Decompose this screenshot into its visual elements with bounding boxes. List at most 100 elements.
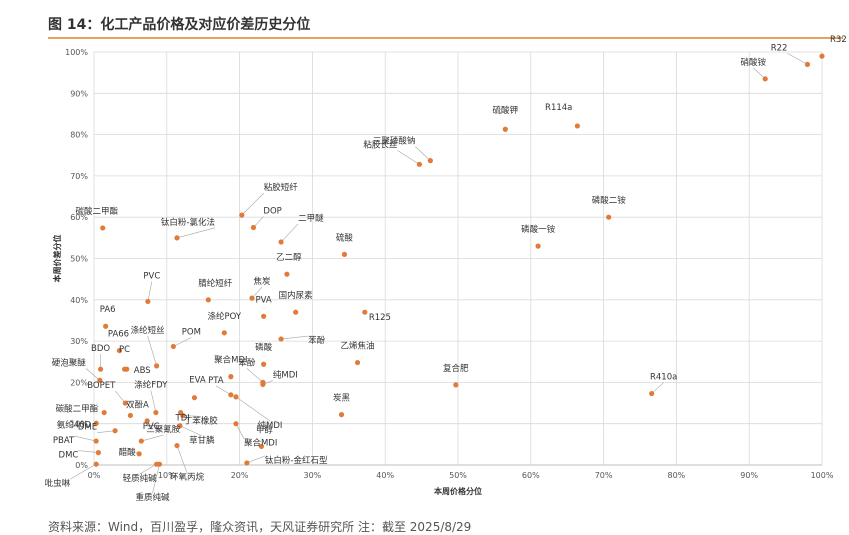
leader-line bbox=[78, 450, 99, 453]
data-point bbox=[177, 423, 183, 429]
point-label: 磷酸二铵 bbox=[592, 195, 627, 206]
data-point bbox=[93, 461, 99, 467]
data-point bbox=[260, 379, 266, 385]
data-point bbox=[228, 374, 234, 380]
leader-line bbox=[179, 425, 203, 437]
point-label: PA66 bbox=[108, 330, 129, 340]
data-point bbox=[502, 126, 508, 132]
point-label: R32 bbox=[830, 35, 847, 45]
leader-line bbox=[787, 53, 808, 65]
point-label: 甲醇 bbox=[256, 424, 274, 435]
y-tick-label: 90% bbox=[70, 89, 88, 98]
x-tick-label: 80% bbox=[668, 471, 686, 480]
point-label: 轻质纯碱 bbox=[123, 473, 158, 484]
x-tick-label: 90% bbox=[740, 471, 758, 480]
data-point bbox=[249, 295, 255, 301]
data-point bbox=[144, 418, 150, 424]
title-underline bbox=[48, 37, 843, 39]
leader-line bbox=[147, 335, 157, 366]
point-label: 纯MDI bbox=[273, 369, 298, 380]
point-label: 环氧丙烷 bbox=[170, 472, 205, 483]
data-point bbox=[649, 390, 655, 397]
leader-line bbox=[70, 463, 97, 480]
point-label: PA6 bbox=[100, 305, 116, 315]
data-point bbox=[362, 309, 368, 315]
leader-line bbox=[176, 445, 188, 473]
point-label: 醋酸 bbox=[119, 447, 137, 458]
point-label: 涤纶POY bbox=[208, 311, 242, 322]
point-label: 二甲醚 bbox=[298, 213, 324, 224]
data-point bbox=[100, 225, 106, 231]
data-point bbox=[278, 336, 284, 342]
data-point bbox=[154, 363, 160, 369]
data-point bbox=[145, 298, 151, 305]
point-label: R125 bbox=[369, 313, 391, 323]
data-point bbox=[205, 297, 211, 303]
y-tick-label: 30% bbox=[70, 337, 88, 346]
data-point bbox=[97, 377, 103, 383]
point-label: 苯酚 bbox=[308, 335, 326, 346]
data-point bbox=[170, 343, 176, 350]
point-label: 聚合MDI bbox=[244, 438, 277, 449]
data-point bbox=[180, 412, 186, 419]
point-label: EVA bbox=[189, 376, 206, 386]
leader-line bbox=[397, 150, 420, 165]
point-label: 三聚磷酸钠 bbox=[373, 136, 416, 147]
point-label: 丁苯橡胶 bbox=[184, 415, 219, 426]
point-label: PVC bbox=[143, 271, 160, 281]
data-point bbox=[174, 235, 180, 241]
leader-line bbox=[753, 67, 766, 80]
point-label: PTA bbox=[208, 376, 224, 386]
x-tick-label: 60% bbox=[522, 471, 540, 480]
x-tick-label: 50% bbox=[449, 471, 467, 480]
leader-line bbox=[280, 223, 299, 243]
leader-line bbox=[147, 281, 153, 302]
x-tick-label: 40% bbox=[376, 471, 394, 480]
x-axis-title: 本周价格分位 bbox=[433, 486, 482, 496]
figure-title: 图 14：化工产品价格及对应价差历史分位 bbox=[48, 17, 311, 33]
data-point bbox=[153, 409, 159, 416]
leader-line bbox=[246, 368, 264, 383]
leader-line bbox=[176, 227, 216, 239]
y-tick-label: 70% bbox=[70, 172, 88, 181]
leader-line bbox=[139, 463, 157, 475]
x-tick-label: 30% bbox=[304, 471, 322, 480]
y-tick-label: 100% bbox=[65, 48, 88, 57]
point-label: R22 bbox=[771, 43, 788, 53]
point-label: TDI bbox=[175, 414, 190, 424]
point-label: 复合肥 bbox=[443, 363, 469, 374]
point-label: 腈纶短纤 bbox=[198, 278, 233, 289]
point-label: 硫酸 bbox=[336, 232, 354, 243]
leader-line bbox=[152, 464, 160, 494]
data-point bbox=[122, 400, 128, 406]
point-label: 乙烯焦油 bbox=[341, 341, 375, 352]
data-point bbox=[261, 313, 267, 319]
x-tick-label: 0% bbox=[88, 471, 101, 480]
leader-line bbox=[241, 192, 264, 216]
data-point bbox=[101, 409, 107, 416]
point-label: 纯MDI bbox=[258, 420, 283, 431]
point-label: 钛白粉-金红石型 bbox=[265, 455, 328, 466]
point-label: 钛白粉-氯化法 bbox=[161, 217, 215, 228]
point-label: 双酚A bbox=[126, 400, 149, 410]
y-tick-label: 0% bbox=[75, 461, 88, 470]
leader-line bbox=[246, 455, 265, 464]
y-tick-label: 50% bbox=[70, 255, 88, 264]
point-label: 碳酸二甲酯 bbox=[75, 206, 118, 217]
data-point bbox=[136, 451, 142, 457]
data-point bbox=[103, 323, 109, 329]
data-point bbox=[341, 251, 348, 257]
data-point bbox=[221, 330, 227, 336]
point-label: 粘胶短纤 bbox=[264, 182, 299, 193]
leader-line bbox=[85, 368, 101, 381]
source-note: 资料来源：Wind，百川盈孚，隆众资讯，天风证券研究所 注：截至 2025/8/… bbox=[48, 520, 472, 534]
point-label: PVA bbox=[256, 295, 272, 305]
point-label: 吡虫啉 bbox=[45, 478, 71, 489]
point-label: 硝酸铵 bbox=[740, 57, 766, 68]
point-label: 磷酸 bbox=[255, 342, 273, 353]
point-label: R410a bbox=[650, 373, 677, 383]
data-point bbox=[156, 461, 163, 467]
leader-line bbox=[235, 396, 271, 422]
point-label: 涤纶短丝 bbox=[131, 325, 166, 336]
y-tick-label: 20% bbox=[70, 378, 88, 387]
